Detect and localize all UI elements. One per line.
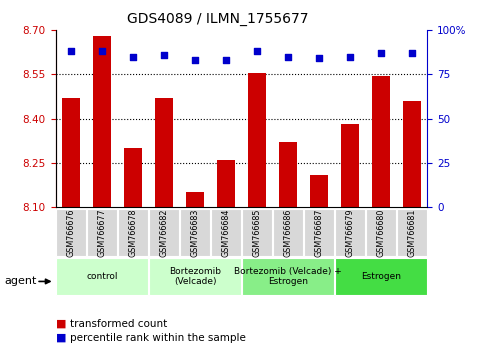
Text: GSM766684: GSM766684 <box>222 209 230 257</box>
Point <box>98 48 106 54</box>
Bar <box>56 258 148 295</box>
Point <box>346 54 354 59</box>
Text: percentile rank within the sample: percentile rank within the sample <box>70 333 246 343</box>
Bar <box>403 101 421 207</box>
Bar <box>341 125 359 207</box>
Bar <box>310 175 328 207</box>
Text: control: control <box>86 272 118 281</box>
Text: GSM766677: GSM766677 <box>98 209 107 257</box>
Bar <box>62 98 80 207</box>
Point <box>284 54 292 59</box>
Bar <box>217 160 235 207</box>
Bar <box>242 209 272 256</box>
Point <box>253 48 261 54</box>
Text: transformed count: transformed count <box>70 319 167 329</box>
Bar <box>149 258 241 295</box>
Bar <box>211 209 241 256</box>
Point <box>129 54 137 59</box>
Text: Estrogen: Estrogen <box>361 272 401 281</box>
Bar <box>242 258 334 295</box>
Point <box>315 56 323 61</box>
Bar <box>335 209 365 256</box>
Point <box>67 48 75 54</box>
Bar <box>304 209 334 256</box>
Point <box>160 52 168 58</box>
Bar <box>279 142 297 207</box>
Bar <box>366 209 396 256</box>
Point <box>408 50 416 56</box>
Text: ■: ■ <box>56 319 66 329</box>
Bar <box>335 258 427 295</box>
Text: GSM766678: GSM766678 <box>128 209 138 257</box>
Point <box>222 57 230 63</box>
Text: Bortezomib (Velcade) +
Estrogen: Bortezomib (Velcade) + Estrogen <box>234 267 342 286</box>
Bar <box>186 192 204 207</box>
Text: GSM766683: GSM766683 <box>190 209 199 257</box>
Bar <box>372 76 390 207</box>
Text: GSM766680: GSM766680 <box>376 209 385 257</box>
Bar <box>180 209 210 256</box>
Text: GSM766685: GSM766685 <box>253 209 261 257</box>
Text: ■: ■ <box>56 333 66 343</box>
Text: GSM766681: GSM766681 <box>408 209 416 257</box>
Point <box>191 57 199 63</box>
Bar <box>93 36 112 207</box>
Bar <box>273 209 303 256</box>
Bar <box>155 98 173 207</box>
Text: GSM766686: GSM766686 <box>284 209 293 257</box>
Bar <box>118 209 148 256</box>
Bar <box>248 73 266 207</box>
Bar <box>397 209 427 256</box>
Text: GSM766687: GSM766687 <box>314 209 324 257</box>
Bar <box>149 209 179 256</box>
Text: GSM766682: GSM766682 <box>159 209 169 257</box>
Text: agent: agent <box>5 276 37 286</box>
Text: GDS4089 / ILMN_1755677: GDS4089 / ILMN_1755677 <box>127 12 308 27</box>
Text: GSM766679: GSM766679 <box>345 209 355 257</box>
Text: GSM766676: GSM766676 <box>67 209 75 257</box>
Point <box>377 50 385 56</box>
Bar <box>124 148 142 207</box>
Bar <box>87 209 117 256</box>
Text: Bortezomib
(Velcade): Bortezomib (Velcade) <box>169 267 221 286</box>
Bar <box>56 209 86 256</box>
